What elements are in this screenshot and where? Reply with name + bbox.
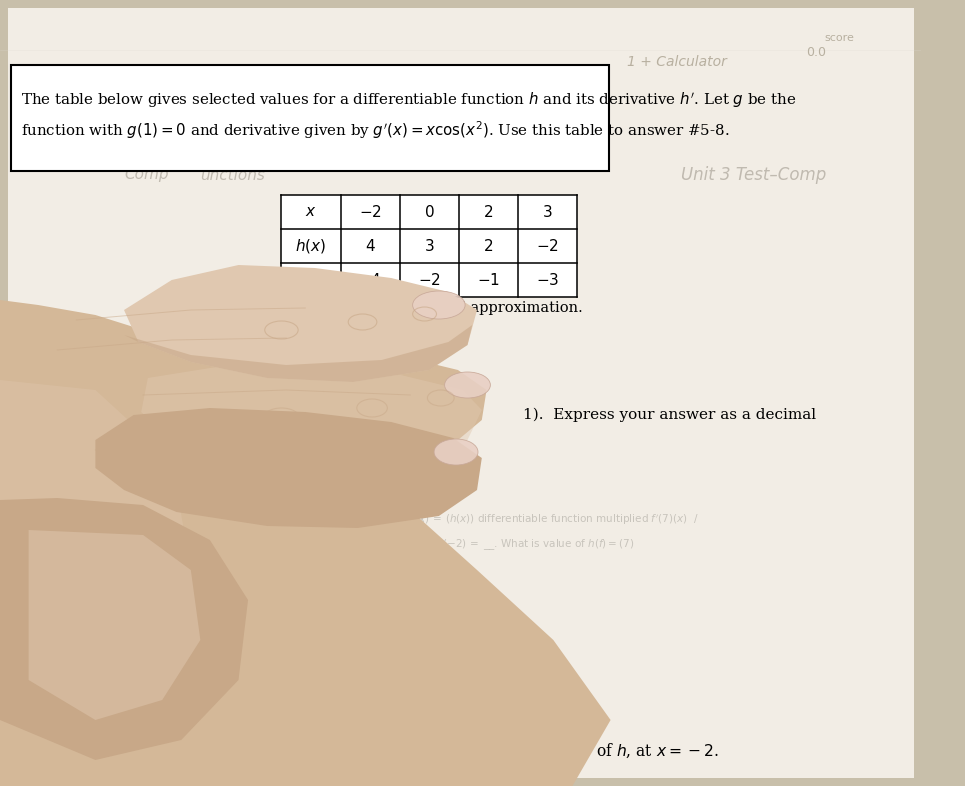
Polygon shape [96,408,482,528]
Text: 4/5: 4/5 [62,89,82,101]
Polygon shape [124,265,477,382]
Text: $h'(x)$: $h'(x)$ [293,270,329,289]
Text: $3$: $3$ [542,204,553,220]
Text: $f'(1) = -1.081$: $f'(1) = -1.081$ [237,619,392,645]
Text: $3$: $3$ [424,238,434,254]
FancyBboxPatch shape [282,195,577,297]
Text: $h^{-1}(-2)\,=$ __. What is value of $h(f) = (7)$: $h^{-1}(-2)\,=$ __. What is value of $h(… [425,537,635,553]
Polygon shape [141,365,482,458]
Text: Comp: Comp [124,167,169,182]
Polygon shape [29,530,201,720]
Text: The table below gives selected values for a differentiable function $h$ and its : The table below gives selected values fo… [21,90,796,110]
Text: score: score [825,33,855,43]
Polygon shape [124,325,472,382]
Ellipse shape [413,291,465,319]
Text: 1 + Calculator: 1 + Calculator [627,55,728,69]
Text: imal approximation.: imal approximation. [434,301,583,315]
Text: 0.0: 0.0 [806,46,826,58]
Ellipse shape [445,372,490,398]
Text: $x$: $x$ [305,205,317,219]
Text: $-2$: $-2$ [359,204,381,220]
Text: $2$: $2$ [483,204,493,220]
Text: Unit 3 Test–Comp: Unit 3 Test–Comp [681,166,826,184]
Text: $-4$: $-4$ [358,272,382,288]
Text: function with $g(1) = 0$ and derivative given by $g'(x) = x\cos(x^2)$. Use this : function with $g(1) = 0$ and derivative … [21,119,730,141]
Text: $-3$: $-3$ [536,272,560,288]
Ellipse shape [434,439,478,465]
FancyBboxPatch shape [8,8,914,778]
Polygon shape [0,498,248,760]
Text: 1).  Express your answer as a decimal: 1). Express your answer as a decimal [523,408,816,422]
Text: $f'(x)\,=\,(h(x))$ differentiable function multiplied $f'(7)(x)$  /: $f'(x)\,=\,(h(x))$ differentiable functi… [408,512,699,527]
Polygon shape [124,340,486,460]
Text: $4$: $4$ [365,238,375,254]
Text: $-2$: $-2$ [418,272,441,288]
Text: $-1$: $-1$ [477,272,500,288]
Text: $0$: $0$ [424,204,434,220]
Polygon shape [0,300,611,786]
Polygon shape [0,380,191,620]
Text: unctions: unctions [201,167,265,182]
Text: Write an equation for the line tangent to the graph of $h^{-1}$, the inverse of : Write an equation for the line tangent t… [41,740,719,763]
FancyBboxPatch shape [12,65,609,171]
Text: $2$: $2$ [483,238,493,254]
Text: $-2$: $-2$ [537,238,559,254]
Text: $h(x)$: $h(x)$ [295,237,326,255]
